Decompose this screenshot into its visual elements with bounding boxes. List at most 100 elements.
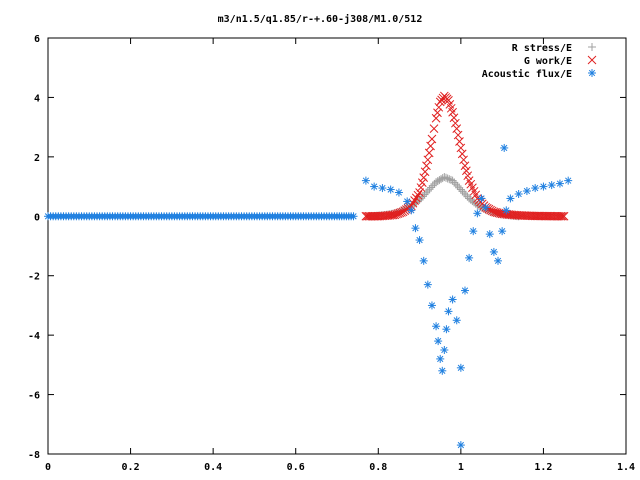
data-point: [361, 176, 370, 185]
data-point: [423, 155, 433, 165]
data-point: [393, 209, 403, 218]
data-point: [433, 177, 442, 186]
plot-frame: [47, 37, 627, 455]
data-point: [438, 366, 447, 375]
data-point: [415, 236, 424, 245]
data-point: [432, 322, 441, 331]
y-tick-label: 2: [34, 153, 40, 164]
y-tick-label: 4: [34, 93, 40, 104]
data-point: [415, 188, 424, 197]
x-tick-label: 0.8: [369, 462, 387, 473]
data-point: [502, 206, 511, 215]
data-point: [413, 190, 423, 200]
data-point: [539, 182, 548, 191]
y-tick-label: -2: [28, 272, 40, 283]
legend-label: R stress/E: [512, 43, 572, 54]
y-tick-label: -6: [28, 391, 40, 402]
y-tick-label: 0: [34, 212, 40, 223]
data-point: [451, 180, 460, 189]
data-point: [522, 187, 531, 196]
data-point: [457, 149, 467, 159]
data-point: [452, 316, 461, 325]
data-point: [440, 346, 449, 354]
data-point: [417, 178, 427, 187]
data-point: [411, 193, 421, 203]
data-point: [444, 307, 453, 316]
data-point: [555, 179, 564, 188]
data-point: [410, 196, 419, 205]
data-point: [422, 188, 431, 197]
data-point: [408, 198, 418, 208]
legend-marker: [587, 55, 597, 65]
data-point: [462, 166, 471, 176]
chart-title: m3/n1.5/q1.85/r-+.60-j308/M1.0/512: [218, 13, 423, 25]
y-tick-label: -8: [28, 450, 40, 461]
legend-label: Acoustic flux/E: [482, 68, 572, 80]
data-point: [547, 181, 556, 190]
x-tick-label: 1: [458, 462, 464, 473]
data-point: [434, 102, 444, 112]
data-point: [491, 207, 500, 217]
data-point: [463, 171, 473, 181]
x-tick-label: 0: [45, 462, 51, 473]
data-point: [448, 107, 457, 117]
y-tick-label: -4: [28, 331, 40, 342]
data-point: [443, 174, 452, 183]
data-point: [392, 209, 401, 219]
data-point: [378, 184, 387, 193]
data-point: [469, 227, 478, 236]
data-point: [388, 210, 398, 220]
data-point: [477, 194, 486, 203]
data-point: [458, 187, 467, 196]
series-star: [44, 143, 573, 450]
x-tick-label: 0.6: [287, 462, 305, 473]
data-point: [420, 167, 430, 177]
x-tick-label: 1.2: [534, 462, 552, 473]
data-point: [494, 256, 503, 265]
data-point: [437, 175, 446, 184]
data-point: [459, 155, 468, 165]
data-series: [44, 91, 573, 450]
data-point: [473, 209, 482, 218]
data-point: [456, 143, 466, 153]
data-point: [394, 188, 403, 197]
data-point: [441, 173, 450, 182]
data-point: [407, 206, 416, 215]
data-point: [429, 124, 439, 133]
data-point: [460, 161, 470, 171]
data-point: [456, 363, 465, 372]
y-tick-label: 6: [34, 34, 40, 45]
data-point: [422, 161, 431, 171]
data-point: [453, 181, 462, 190]
data-point: [556, 211, 566, 221]
data-point: [489, 247, 498, 256]
data-point: [411, 224, 420, 233]
axis-ticks: 0 0.2 0.4 0.6 0.8 1 1.2 1.4 -8 -6 -4 -2 0 2 4 6: [28, 34, 635, 473]
data-point: [445, 175, 454, 184]
data-point: [558, 211, 567, 221]
x-tick-label: 0.4: [204, 462, 222, 473]
data-point: [434, 337, 443, 346]
data-point: [485, 230, 494, 239]
data-point: [432, 178, 441, 187]
data-point: [395, 208, 405, 218]
data-point: [386, 185, 395, 194]
data-point: [370, 182, 379, 191]
data-point: [419, 173, 429, 183]
data-point: [492, 208, 502, 218]
data-point: [498, 227, 507, 236]
data-point: [428, 181, 437, 190]
data-point: [423, 187, 432, 196]
data-point: [481, 203, 490, 212]
data-point: [449, 113, 459, 123]
data-point: [442, 325, 451, 334]
data-point: [433, 108, 442, 118]
data-point: [426, 141, 435, 151]
data-point: [427, 134, 437, 144]
data-point: [465, 253, 474, 262]
data-point: [423, 280, 432, 289]
data-point: [455, 183, 464, 192]
data-point: [450, 118, 460, 128]
